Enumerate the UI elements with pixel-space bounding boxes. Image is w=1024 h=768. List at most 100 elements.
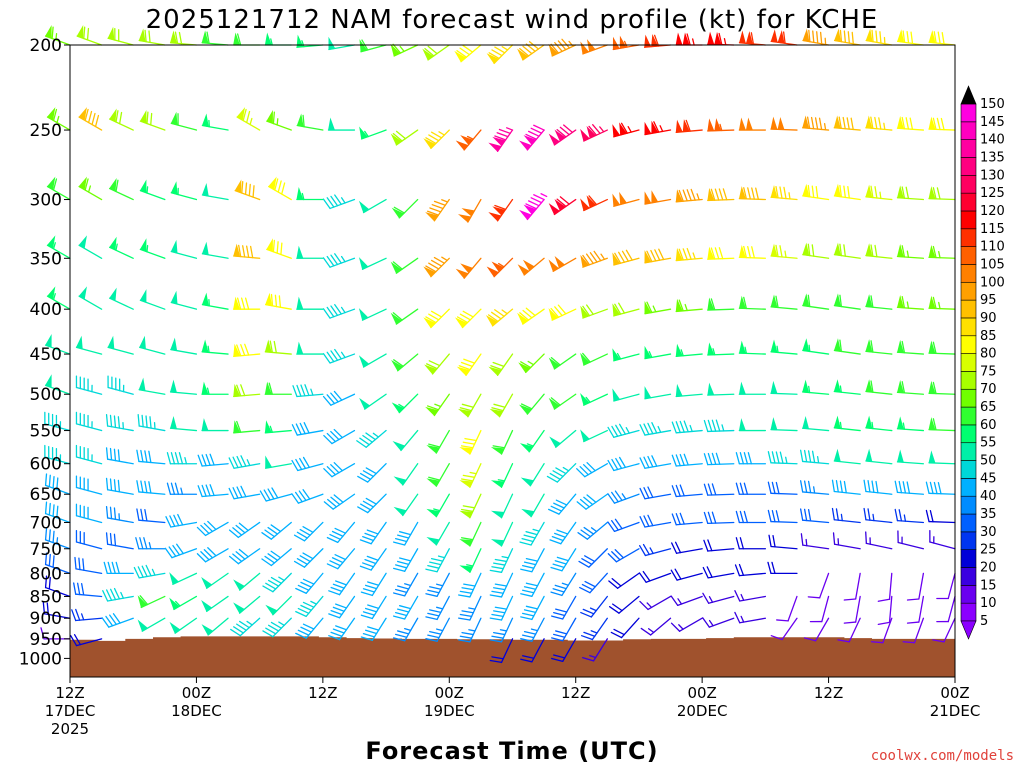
wind-barb (703, 452, 735, 466)
wind-barb (425, 198, 450, 222)
wind-barb (580, 124, 608, 142)
wind-barb (843, 595, 861, 624)
wind-barb (896, 339, 925, 355)
wind-barb (928, 186, 956, 201)
wind-barb (201, 617, 229, 636)
colorbar-swatch (960, 442, 977, 461)
wind-barb (517, 257, 545, 276)
wind-barb (580, 39, 608, 55)
wind-barb (707, 342, 735, 356)
wind-barb (799, 449, 830, 465)
wind-barb (456, 353, 482, 377)
wind-barb (296, 296, 324, 310)
wind-barb (196, 520, 229, 537)
wind-barb (169, 595, 198, 611)
wind-barb (390, 308, 419, 325)
colorbar-swatch (960, 549, 977, 568)
colorbar-label: 30 (980, 525, 997, 540)
wind-barb (266, 238, 292, 259)
wind-barb (612, 122, 640, 138)
wind-barb (896, 294, 925, 310)
wind-barb (802, 338, 830, 355)
x-tick-label: 00Z (940, 684, 969, 702)
wind-barb (490, 429, 514, 455)
wind-barb (638, 570, 672, 583)
wind-barb (578, 548, 608, 568)
wind-barb (707, 246, 735, 260)
wind-barb (520, 463, 545, 487)
colorbar-label: 60 (980, 418, 997, 433)
wind-barb (702, 617, 735, 628)
wind-barb (74, 556, 103, 575)
wind-barb (490, 463, 514, 488)
colorbar-swatch (960, 157, 977, 176)
colorbar-label: 75 (980, 364, 997, 379)
wind-barb (358, 198, 387, 214)
wind-barb (809, 595, 830, 623)
colorbar-label: 115 (980, 222, 1005, 237)
wind-barb (936, 595, 956, 623)
wind-barb (201, 595, 229, 613)
wind-barb (767, 561, 798, 575)
wind-barb (328, 617, 356, 641)
wind-barb (264, 420, 292, 434)
wind-barb (675, 343, 703, 357)
colorbar-swatch (960, 246, 977, 265)
wind-barb (833, 448, 861, 465)
credit-link[interactable]: coolwx.com/models (871, 748, 1014, 764)
wind-barb (293, 548, 324, 568)
wind-barb (169, 617, 198, 634)
wind-barb (138, 377, 166, 395)
wind-barb (393, 521, 419, 546)
wind-barb (707, 187, 735, 202)
wind-barb (391, 393, 419, 414)
wind-barb (896, 416, 925, 432)
wind-barb (770, 243, 798, 259)
wind-barb (170, 337, 198, 355)
wind-barb (233, 595, 261, 614)
wind-barb (607, 490, 640, 504)
wind-barb (870, 617, 893, 644)
wind-barb (671, 512, 703, 526)
wind-barb (612, 191, 640, 207)
wind-barb (549, 429, 577, 448)
wind-barb (328, 572, 356, 596)
wind-barb (425, 548, 450, 573)
wind-barb (425, 393, 450, 417)
wind-barb (44, 334, 71, 355)
wind-barb (201, 292, 229, 310)
colorbar-swatch (960, 175, 977, 194)
wind-barb (612, 249, 640, 266)
wind-barb (702, 592, 735, 604)
colorbar-label: 130 (980, 168, 1005, 183)
wind-barb (520, 595, 545, 621)
wind-barb (44, 25, 71, 46)
wind-barb (580, 429, 608, 443)
y-tick-label: 750 (30, 540, 62, 560)
wind-barb (612, 348, 640, 362)
wind-barb (833, 28, 861, 46)
wind-barb (197, 453, 229, 467)
wind-barb (610, 617, 640, 639)
wind-barb (644, 301, 672, 315)
wind-barb (865, 243, 893, 259)
wind-barb (228, 485, 261, 500)
wind-barb (44, 473, 71, 495)
wind-barb (454, 44, 482, 63)
wind-barb (133, 564, 166, 579)
wind-barb (843, 572, 861, 601)
wind-barb (360, 572, 387, 597)
wind-barb (201, 182, 229, 201)
wind-barb (390, 257, 419, 274)
wind-barb (322, 348, 356, 364)
wind-barb (139, 335, 166, 355)
wind-barb (105, 414, 134, 432)
wind-barb (865, 294, 893, 310)
wind-barb (894, 480, 925, 495)
wind-barb (101, 613, 134, 628)
wind-barbs (40, 25, 956, 664)
wind-barb (291, 422, 324, 436)
wind-barb (393, 617, 419, 642)
wind-barb (548, 393, 577, 410)
wind-barb (109, 177, 134, 201)
